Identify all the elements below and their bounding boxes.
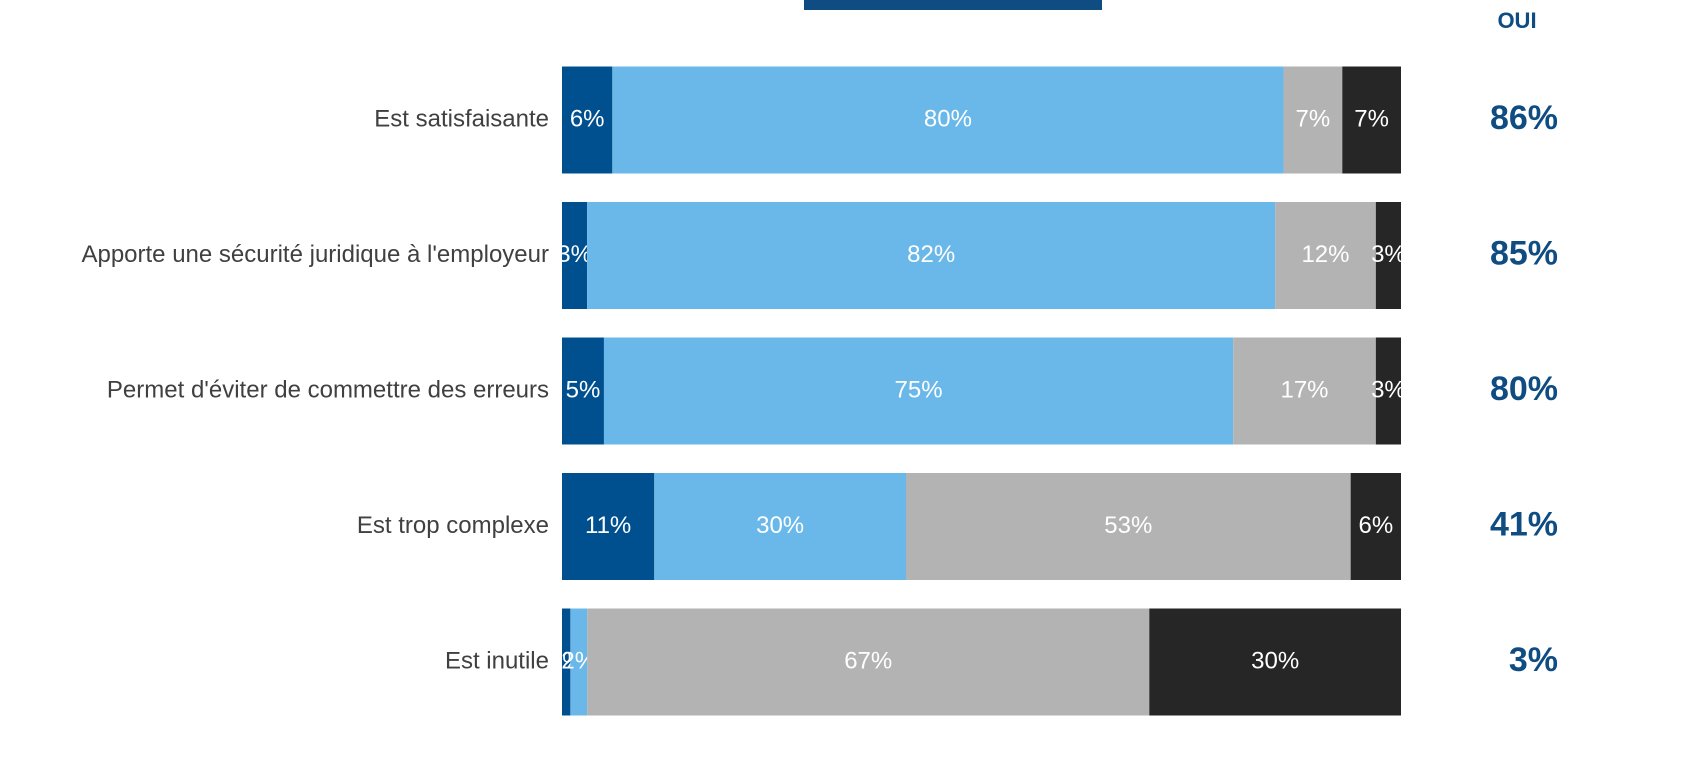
bar-segment <box>1375 337 1401 445</box>
data-label: 80% <box>924 105 972 132</box>
data-label: 5% <box>566 376 601 403</box>
data-label: 75% <box>895 376 943 403</box>
data-label: 3% <box>1371 241 1406 268</box>
category-label: Apporte une sécurité juridique à l'emplo… <box>81 241 549 268</box>
bar-segment <box>562 66 613 174</box>
data-label: 7% <box>1296 105 1331 132</box>
total-label: 80% <box>1490 370 1558 408</box>
bar-segment <box>1375 202 1401 309</box>
category-label: Est inutile <box>445 647 549 674</box>
bar-segment <box>654 473 906 580</box>
data-label: 67% <box>844 647 892 674</box>
bar-segment <box>1149 608 1401 716</box>
total-label: 41% <box>1490 505 1558 543</box>
data-label: 30% <box>1251 647 1299 674</box>
bar-segment <box>562 202 588 309</box>
data-label: 17% <box>1280 376 1328 403</box>
bar-segment <box>562 337 604 445</box>
bar-segment <box>905 473 1351 580</box>
bar-segment <box>603 337 1234 445</box>
total-title: OUI <box>1497 8 1536 33</box>
category-label: Permet d'éviter de commettre des erreurs <box>107 376 549 403</box>
data-label: 3% <box>1371 376 1406 403</box>
data-label: 7% <box>1354 105 1389 132</box>
bar-segment <box>570 608 588 716</box>
data-label: 53% <box>1104 512 1152 539</box>
category-label: Est satisfaisante <box>374 105 549 132</box>
data-label: 12% <box>1301 241 1349 268</box>
bar-segment <box>1233 337 1376 445</box>
data-label: 30% <box>756 512 804 539</box>
data-label: 82% <box>907 241 955 268</box>
data-label: 3% <box>557 241 592 268</box>
data-label: 6% <box>570 105 605 132</box>
total-label: 3% <box>1509 641 1558 679</box>
bar-segment <box>1283 66 1343 174</box>
total-label: 85% <box>1490 234 1558 272</box>
bar-segment <box>562 608 571 716</box>
bar-segment <box>612 66 1284 174</box>
bar-segment <box>1350 473 1401 580</box>
category-label: Est trop complexe <box>357 512 549 539</box>
bar-segment <box>562 473 655 580</box>
bar-segment <box>1342 66 1401 174</box>
bar-segment <box>587 608 1150 716</box>
bar-segment <box>587 202 1276 309</box>
bar-segment <box>1275 202 1376 309</box>
header-box <box>804 0 1102 10</box>
data-label: 6% <box>1358 512 1393 539</box>
data-label: 11% <box>585 512 631 539</box>
total-label: 86% <box>1490 99 1558 137</box>
